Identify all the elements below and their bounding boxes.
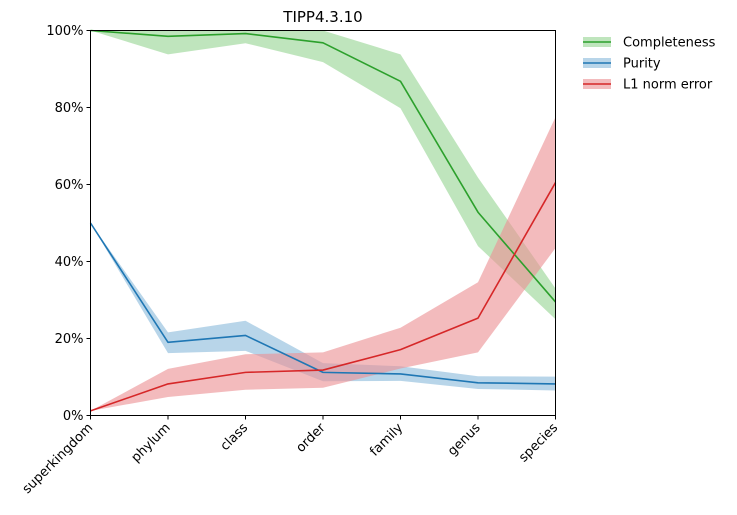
legend-label: Purity bbox=[623, 57, 661, 72]
legend-label: Completeness bbox=[623, 36, 716, 51]
x-tick-label: species bbox=[516, 420, 561, 465]
x-axis: superkingdom phylum class order family genus s… bbox=[20, 415, 561, 497]
chart-title: TIPP4.3.10 bbox=[282, 8, 362, 26]
y-tick-label: 20% bbox=[55, 332, 84, 347]
l1-norm-error-band bbox=[90, 117, 556, 411]
purity-line bbox=[89, 222, 556, 385]
legend-item-completeness: Completeness bbox=[583, 36, 716, 51]
x-tick-label: genus bbox=[445, 420, 484, 459]
l1-norm-error-line bbox=[90, 182, 557, 412]
y-tick-label: 40% bbox=[55, 255, 84, 270]
y-tick-label: 80% bbox=[55, 101, 84, 116]
x-tick-label: phylum bbox=[129, 421, 174, 466]
y-tick-label: 100% bbox=[46, 24, 83, 39]
series-lines bbox=[89, 29, 557, 412]
y-axis: 0% 20% 40% 60% 80% 100% bbox=[46, 24, 91, 424]
confidence-bands bbox=[90, 30, 556, 411]
x-tick-label: family bbox=[367, 420, 406, 459]
y-tick-label: 0% bbox=[63, 409, 84, 424]
x-tick-label: superkingdom bbox=[20, 421, 96, 497]
x-tick-label: order bbox=[294, 420, 330, 456]
legend: Completeness Purity L1 norm error bbox=[583, 36, 716, 93]
legend-item-l1-norm-error: L1 norm error bbox=[583, 78, 713, 93]
completeness-line bbox=[90, 29, 557, 303]
x-tick-label: class bbox=[218, 420, 252, 454]
legend-label: L1 norm error bbox=[623, 78, 713, 93]
purity-band bbox=[90, 223, 556, 391]
y-tick-label: 60% bbox=[55, 178, 84, 193]
legend-item-purity: Purity bbox=[583, 57, 661, 72]
completeness-band bbox=[90, 30, 556, 320]
